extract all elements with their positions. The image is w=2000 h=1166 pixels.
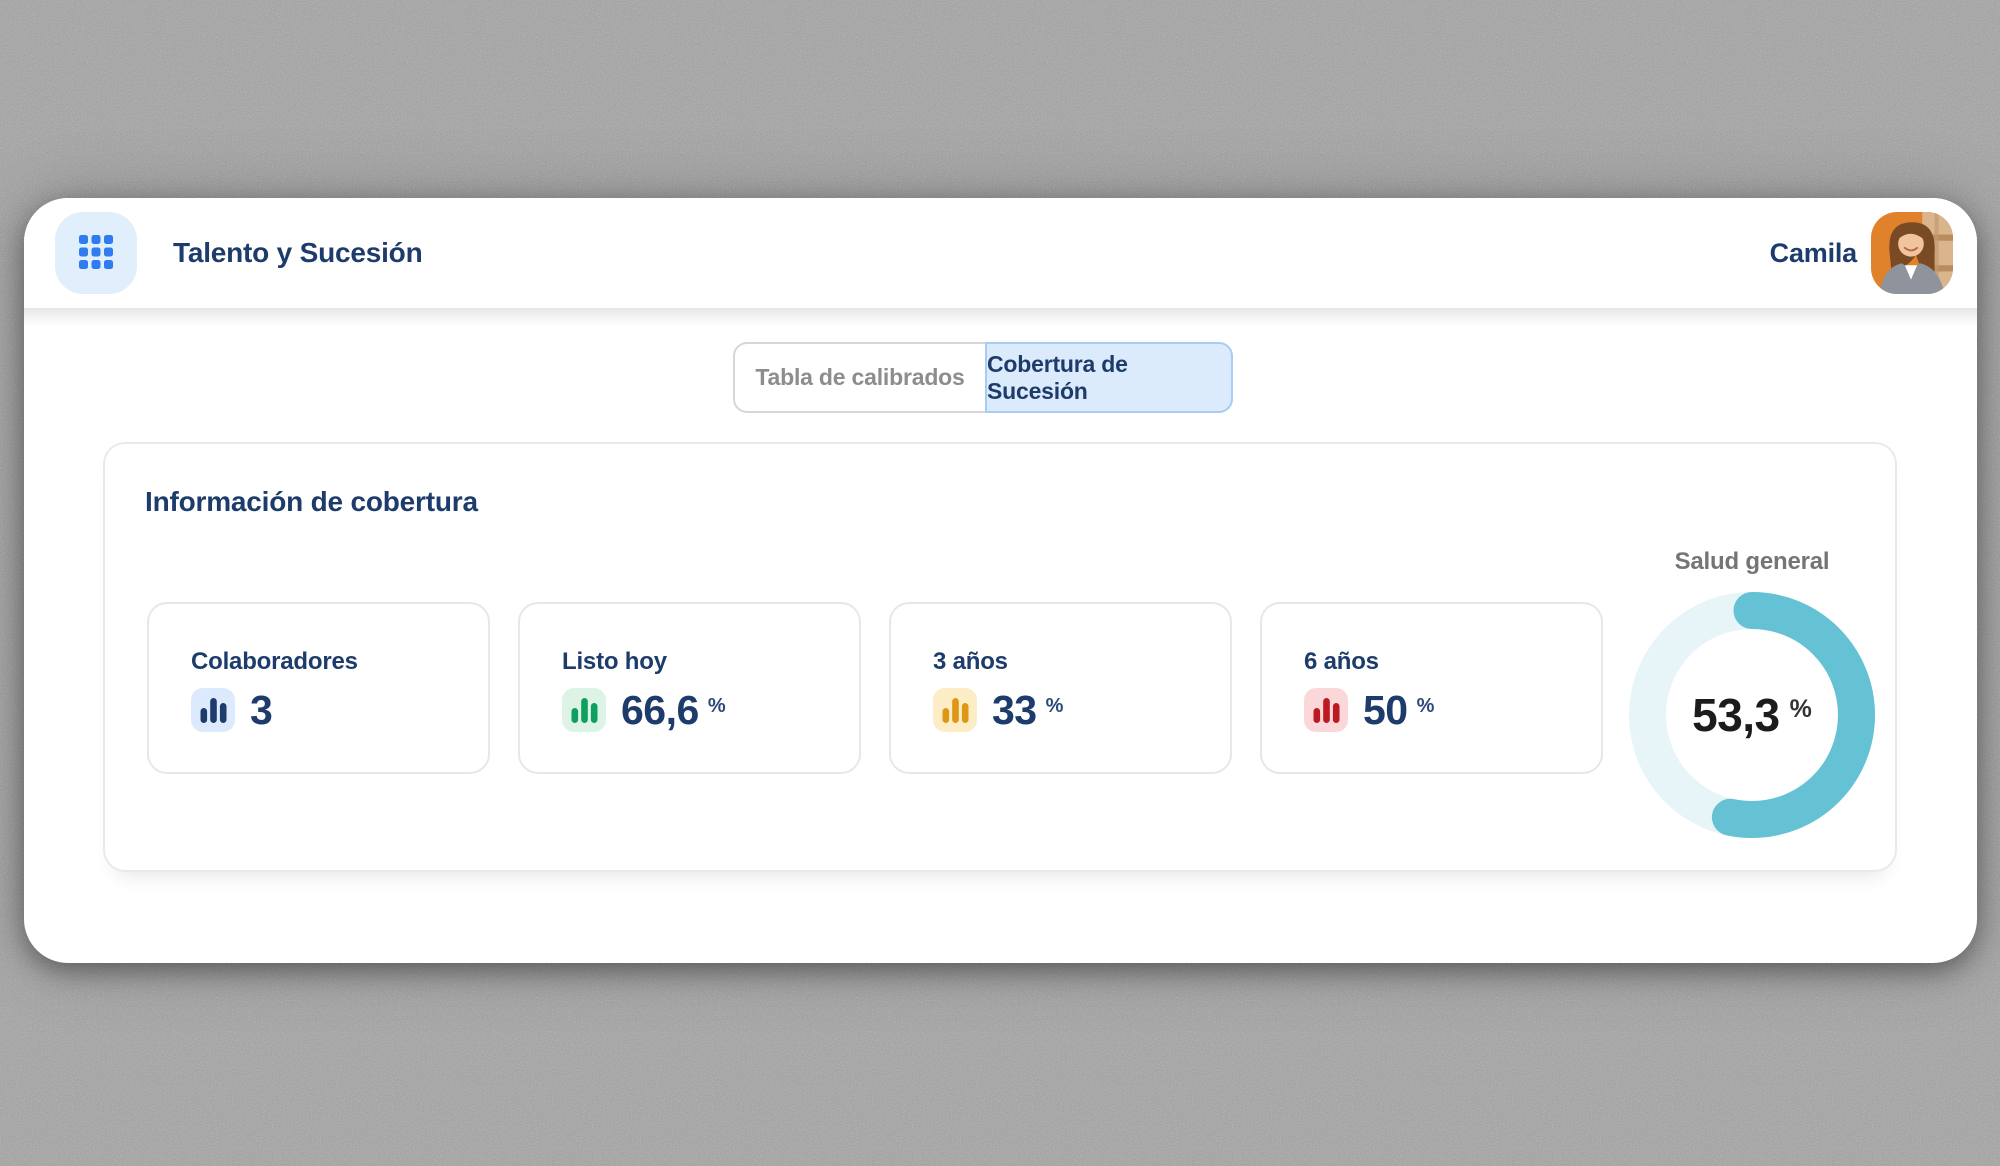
user-name: Camila <box>1769 237 1858 268</box>
stat-card-colaboradores: Colaboradores 3 <box>147 602 490 774</box>
gauge-title: Salud general <box>1674 548 1830 575</box>
page-title: Talento y Sucesión <box>173 237 423 268</box>
stat-unit: % <box>1045 694 1064 717</box>
stat-card-3-anos: 3 años 33 % <box>889 602 1232 774</box>
bar-chart-icon <box>1304 688 1348 732</box>
app-header: Talento y Sucesión Camila <box>24 198 1977 326</box>
app-window: Talento y Sucesión Camila <box>24 198 1977 963</box>
donut-chart <box>1629 592 1875 838</box>
gauge-unit: % <box>1789 694 1812 723</box>
view-tabs: Tabla de calibrados Cobertura de Sucesió… <box>733 342 1233 413</box>
stat-value-row: 3 <box>191 688 468 732</box>
camila-avatar-photo <box>1871 212 1953 294</box>
coverage-stats-row: Colaboradores 3 <box>147 602 1603 774</box>
gauge-arc <box>1629 592 1875 838</box>
coverage-info-card: Información de cobertura Colaboradores <box>103 442 1897 872</box>
stat-value-row: 33 % <box>933 688 1210 732</box>
stat-label: 6 años <box>1304 648 1379 675</box>
stat-unit: % <box>707 694 726 717</box>
gauge-value: 53,3 <box>1692 689 1780 741</box>
stat-card-listo-hoy: Listo hoy 66,6 % <box>518 602 861 774</box>
app-launcher-button[interactable] <box>55 212 137 294</box>
stat-label: Listo hoy <box>562 648 667 675</box>
tab-label: Tabla de calibrados <box>755 364 965 390</box>
user-avatar[interactable] <box>1871 212 1953 294</box>
tab-tabla-de-calibrados[interactable]: Tabla de calibrados <box>733 342 985 413</box>
tab-label: Cobertura de Sucesión <box>987 350 1128 404</box>
user-profile-area: Camila <box>1770 212 1953 294</box>
stat-label: 3 años <box>933 648 1008 675</box>
gauge-center-label: 53,3 % <box>1629 592 1875 838</box>
stat-unit: % <box>1416 694 1435 717</box>
stat-value: 50 <box>1363 686 1408 733</box>
stat-value-row: 50 % <box>1304 688 1581 732</box>
tab-cobertura-de-sucesion[interactable]: Cobertura de Sucesión <box>985 342 1233 413</box>
stat-card-6-anos: 6 años 50 % <box>1260 602 1603 774</box>
stat-value-row: 66,6 % <box>562 688 839 732</box>
stat-label: Colaboradores <box>191 648 358 675</box>
bar-chart-icon <box>562 688 606 732</box>
stat-value: 66,6 <box>621 686 699 733</box>
coverage-card-title: Información de cobertura <box>145 486 478 517</box>
stat-value: 33 <box>992 686 1037 733</box>
grid-apps-icon <box>79 234 113 272</box>
stat-value: 3 <box>250 686 273 733</box>
bar-chart-icon <box>191 688 235 732</box>
health-donut-gauge: 53,3 % <box>1629 592 1875 838</box>
bar-chart-icon <box>933 688 977 732</box>
